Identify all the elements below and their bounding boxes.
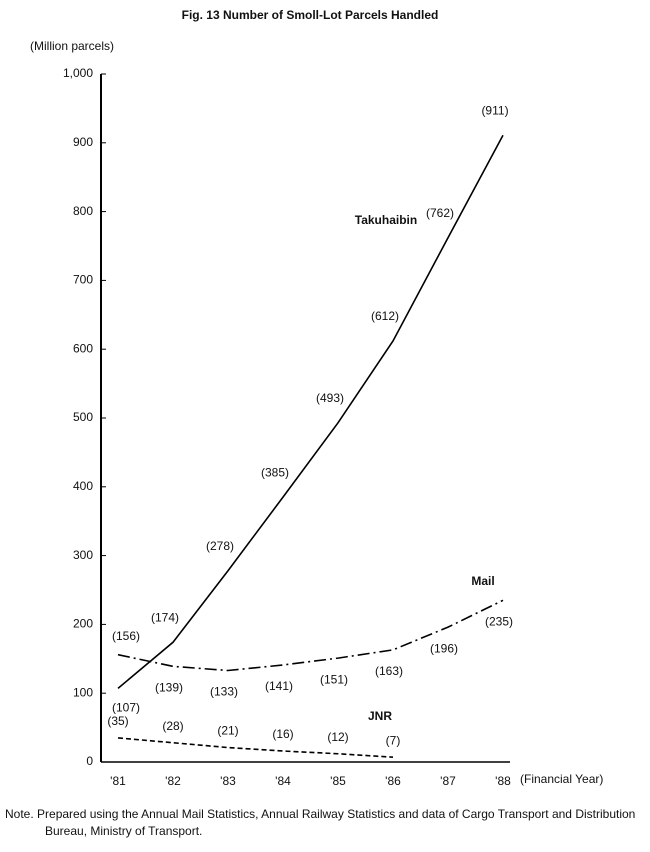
x-axis-label: (Financial Year) xyxy=(520,772,603,786)
y-tick-label: 500 xyxy=(73,410,93,424)
value-label: (163) xyxy=(375,664,403,678)
x-tick-label: '88 xyxy=(495,774,511,788)
series-line xyxy=(117,134,504,689)
value-label: (235) xyxy=(485,614,513,628)
y-tick-label: 100 xyxy=(73,685,93,699)
value-label: (493) xyxy=(316,391,344,405)
x-tick-label: '84 xyxy=(275,774,291,788)
series-label: Mail xyxy=(471,574,494,588)
x-tick-label: '82 xyxy=(165,774,181,788)
value-label: (12) xyxy=(327,730,348,744)
y-tick-label: 400 xyxy=(73,479,93,493)
value-label: (612) xyxy=(371,309,399,323)
value-label: (141) xyxy=(265,679,293,693)
value-label: (151) xyxy=(320,672,348,686)
value-label: (133) xyxy=(210,685,238,699)
value-label: (7) xyxy=(386,733,401,747)
chart: Fig. 13 Number of Smoll-Lot Parcels Hand… xyxy=(30,8,603,788)
y-axis-label: (Million parcels) xyxy=(30,39,114,53)
note: Note. Prepared using the Annual Mail Sta… xyxy=(5,807,636,838)
value-label: (385) xyxy=(261,465,289,479)
chart-title: Fig. 13 Number of Smoll-Lot Parcels Hand… xyxy=(182,8,439,22)
series-label: JNR xyxy=(368,709,392,723)
value-label: (139) xyxy=(155,681,183,695)
value-label: (21) xyxy=(217,724,238,738)
value-label: (16) xyxy=(272,727,293,741)
series-line xyxy=(117,737,394,758)
x-tick-label: '85 xyxy=(330,774,346,788)
x-tick-label: '87 xyxy=(440,774,456,788)
x-tick-label: '86 xyxy=(385,774,401,788)
value-label: (107) xyxy=(112,701,140,715)
value-label: (278) xyxy=(206,539,234,553)
value-label: (174) xyxy=(151,610,179,624)
y-tick-label: 300 xyxy=(73,548,93,562)
value-label: (911) xyxy=(481,103,508,117)
x-tick-label: '81 xyxy=(110,774,126,788)
y-tick-label: 0 xyxy=(86,754,93,768)
y-tick-label: 700 xyxy=(73,273,93,287)
value-label: (28) xyxy=(162,719,183,733)
value-label: (762) xyxy=(426,206,454,220)
value-label: (156) xyxy=(112,629,140,643)
value-label: (196) xyxy=(430,641,458,655)
y-tick-label: 800 xyxy=(73,204,93,218)
y-tick-label: 1,000 xyxy=(63,66,93,80)
y-tick-label: 600 xyxy=(73,341,93,355)
y-tick-label: 900 xyxy=(73,135,93,149)
x-tick-label: '83 xyxy=(220,774,236,788)
series-label: Takuhaibin xyxy=(355,213,417,227)
value-label: (35) xyxy=(107,714,128,728)
y-tick-label: 200 xyxy=(73,617,93,631)
